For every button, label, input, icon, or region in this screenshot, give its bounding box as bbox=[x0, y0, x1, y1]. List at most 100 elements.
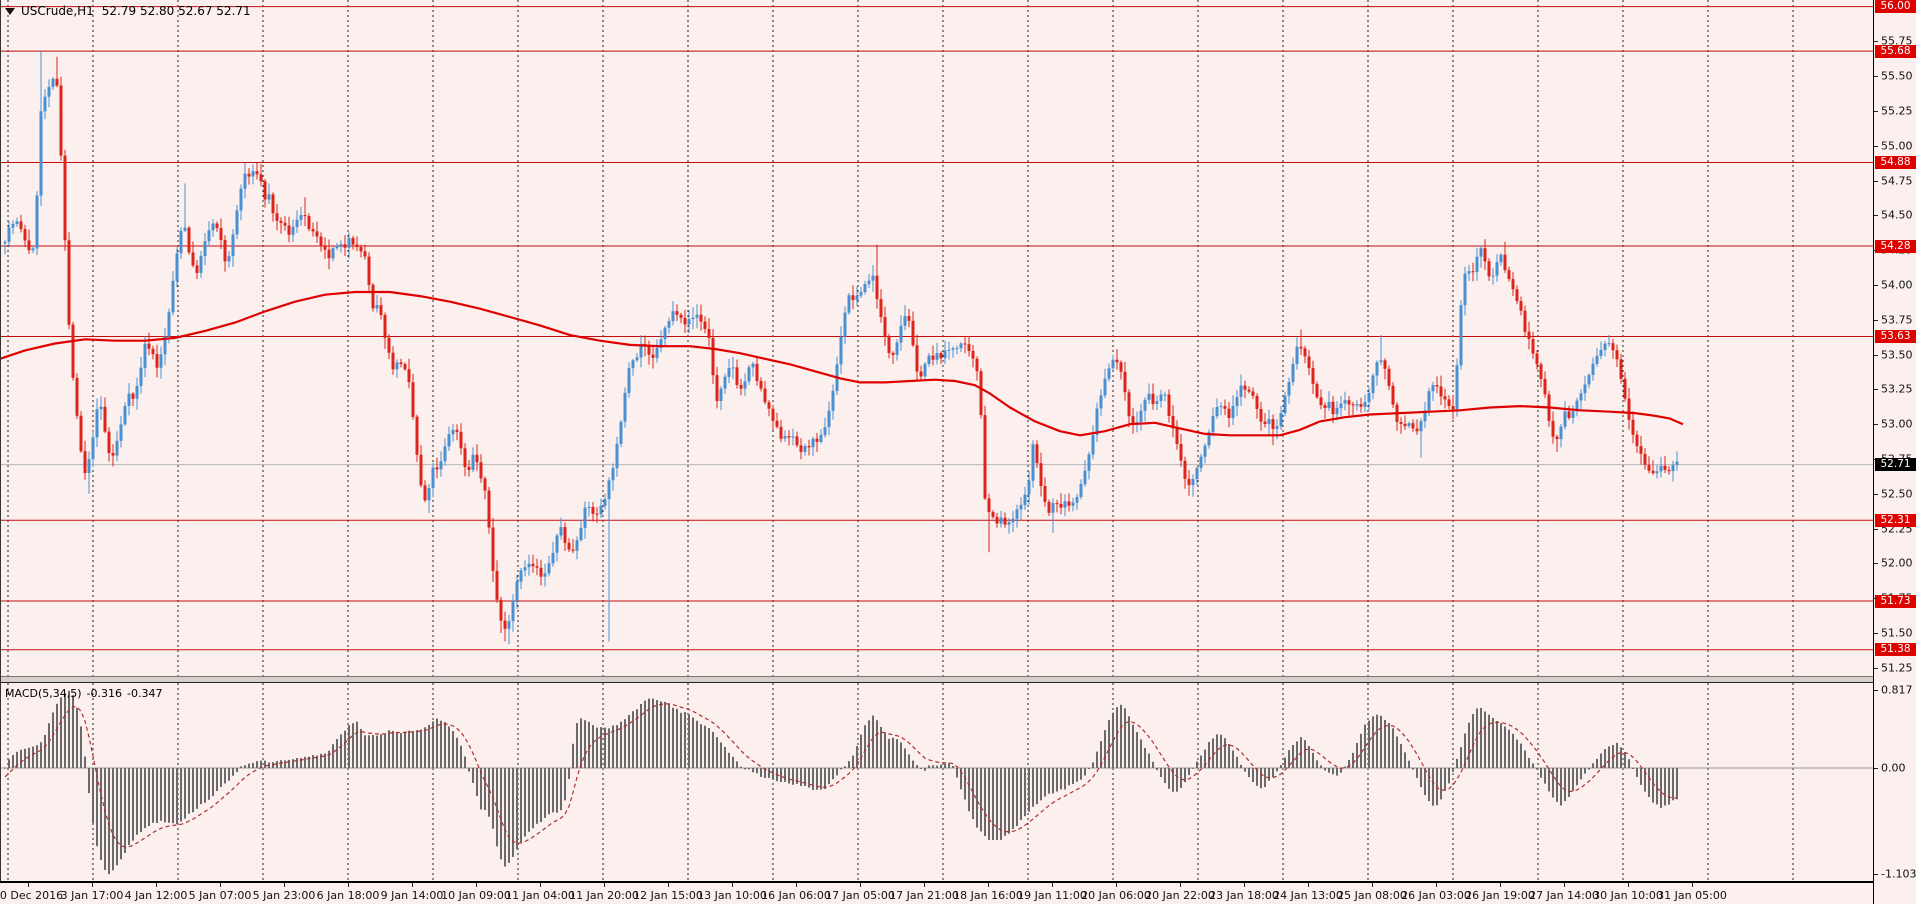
time-tick bbox=[1628, 883, 1629, 887]
price-level-tag: 51.73 bbox=[1875, 594, 1916, 608]
time-tick bbox=[860, 883, 861, 887]
price-tick bbox=[1874, 215, 1878, 217]
time-tick bbox=[1180, 883, 1181, 887]
price-axis-label: 53.25 bbox=[1881, 382, 1913, 396]
macd-signal-line bbox=[4, 703, 1678, 848]
time-label: 5 Jan 23:00 bbox=[252, 889, 316, 902]
time-tick bbox=[1436, 883, 1437, 887]
price-tick bbox=[1874, 667, 1878, 669]
time-tick bbox=[220, 883, 221, 887]
time-label: 30 Jan 10:00 bbox=[1593, 889, 1663, 902]
price-tick bbox=[1874, 41, 1878, 43]
price-tick bbox=[1874, 389, 1878, 391]
time-tick bbox=[92, 883, 93, 887]
time-label: 25 Jan 08:00 bbox=[1337, 889, 1407, 902]
macd-axis-label: 0.00 bbox=[1881, 761, 1906, 775]
time-label: 26 Jan 03:00 bbox=[1401, 889, 1471, 902]
macd-axis-label: 0.817 bbox=[1881, 683, 1913, 697]
price-tick bbox=[1874, 493, 1878, 495]
price-tick bbox=[1874, 285, 1878, 286]
price-axis-label: 53.75 bbox=[1881, 313, 1913, 327]
price-axis-label: 51.25 bbox=[1881, 661, 1913, 675]
time-tick bbox=[540, 883, 541, 887]
time-tick bbox=[1052, 883, 1053, 887]
price-axis[interactable]: 55.7555.5055.2555.0054.7554.5054.2554.00… bbox=[1873, 0, 1916, 904]
price-level-tag: 55.68 bbox=[1875, 44, 1916, 58]
time-label: 11 Jan 04:00 bbox=[505, 889, 575, 902]
macd-histogram bbox=[4, 690, 1678, 875]
time-tick bbox=[156, 883, 157, 887]
current-price-tag: 52.71 bbox=[1875, 458, 1916, 472]
time-tick bbox=[476, 883, 477, 887]
time-tick bbox=[604, 883, 605, 887]
price-axis-label: 55.25 bbox=[1881, 104, 1913, 118]
time-label: 6 Jan 18:00 bbox=[316, 889, 380, 902]
price-level-tag: 56.00 bbox=[1875, 0, 1916, 14]
time-label: 20 Jan 06:00 bbox=[1081, 889, 1151, 902]
time-tick bbox=[284, 883, 285, 887]
time-tick bbox=[988, 883, 989, 887]
price-tick bbox=[1874, 180, 1878, 182]
time-label: 13 Jan 10:00 bbox=[697, 889, 767, 902]
price-axis-label: 55.50 bbox=[1881, 69, 1913, 83]
time-label: 5 Jan 07:00 bbox=[188, 889, 252, 902]
macd-indicator-canvas[interactable] bbox=[0, 683, 1873, 881]
time-label: 20 Jan 22:00 bbox=[1145, 889, 1215, 902]
time-label: 30 Dec 2016 bbox=[0, 889, 64, 902]
time-label: 11 Jan 20:00 bbox=[569, 889, 639, 902]
horizontal-price-level-lines[interactable] bbox=[0, 6, 1873, 651]
price-tick bbox=[1874, 145, 1878, 147]
time-tick bbox=[732, 883, 733, 887]
moving-average-line bbox=[0, 290, 1684, 437]
time-label: 31 Jan 05:00 bbox=[1657, 889, 1727, 902]
price-axis-label: 51.50 bbox=[1881, 626, 1913, 640]
time-label: 18 Jan 16:00 bbox=[953, 889, 1023, 902]
price-axis-label: 53.00 bbox=[1881, 417, 1913, 431]
time-label: 10 Jan 09:00 bbox=[441, 889, 511, 902]
time-tick bbox=[1244, 883, 1245, 887]
chart-title-overlay: USCrude,H1 52.79 52.80 52.67 52.71 bbox=[5, 4, 251, 20]
time-tick bbox=[28, 883, 29, 887]
price-tick bbox=[1874, 768, 1878, 769]
price-tick bbox=[1874, 873, 1878, 875]
price-axis-label: 54.75 bbox=[1881, 174, 1913, 188]
price-tick bbox=[1874, 563, 1878, 565]
macd-indicator-label: MACD(5,34,5) -0.316 -0.347 bbox=[5, 687, 167, 700]
time-label: 16 Jan 06:00 bbox=[761, 889, 831, 902]
time-tick bbox=[668, 883, 669, 887]
price-level-tag: 53.63 bbox=[1875, 330, 1916, 343]
time-label: 9 Jan 14:00 bbox=[380, 889, 444, 902]
price-tick bbox=[1874, 424, 1878, 426]
price-chart-canvas[interactable] bbox=[0, 0, 1873, 677]
time-label: 17 Jan 05:00 bbox=[825, 889, 895, 902]
time-label: 27 Jan 14:00 bbox=[1529, 889, 1599, 902]
price-axis-label: 54.00 bbox=[1881, 278, 1913, 292]
price-level-tag: 52.31 bbox=[1875, 513, 1916, 527]
price-level-tag: 54.88 bbox=[1875, 156, 1916, 169]
time-tick bbox=[796, 883, 797, 887]
time-tick bbox=[924, 883, 925, 887]
time-label: 24 Jan 13:00 bbox=[1273, 889, 1343, 902]
macd-value-label: -0.316 bbox=[86, 687, 123, 700]
candlesticks bbox=[3, 51, 1679, 645]
price-axis-label: 54.50 bbox=[1881, 208, 1913, 222]
symbol-dropdown-icon[interactable] bbox=[5, 8, 15, 15]
price-axis-label: 53.50 bbox=[1881, 348, 1913, 362]
time-label: 23 Jan 18:00 bbox=[1209, 889, 1279, 902]
price-axis-label: 55.00 bbox=[1881, 139, 1913, 153]
grid-lines-macd bbox=[7, 683, 1794, 881]
price-tick bbox=[1874, 689, 1878, 691]
time-tick bbox=[1500, 883, 1501, 887]
macd-name-label: MACD(5,34,5) bbox=[5, 687, 82, 700]
price-axis-label: 52.00 bbox=[1881, 556, 1913, 570]
panel-splitter[interactable] bbox=[0, 676, 1873, 683]
chart-left-border bbox=[0, 0, 1, 883]
price-tick bbox=[1874, 633, 1878, 634]
price-tick bbox=[1874, 354, 1878, 356]
time-tick bbox=[1564, 883, 1565, 887]
symbol-timeframe-label: USCrude,H1 bbox=[21, 4, 94, 18]
time-tick bbox=[1692, 883, 1693, 887]
time-tick bbox=[1116, 883, 1117, 887]
